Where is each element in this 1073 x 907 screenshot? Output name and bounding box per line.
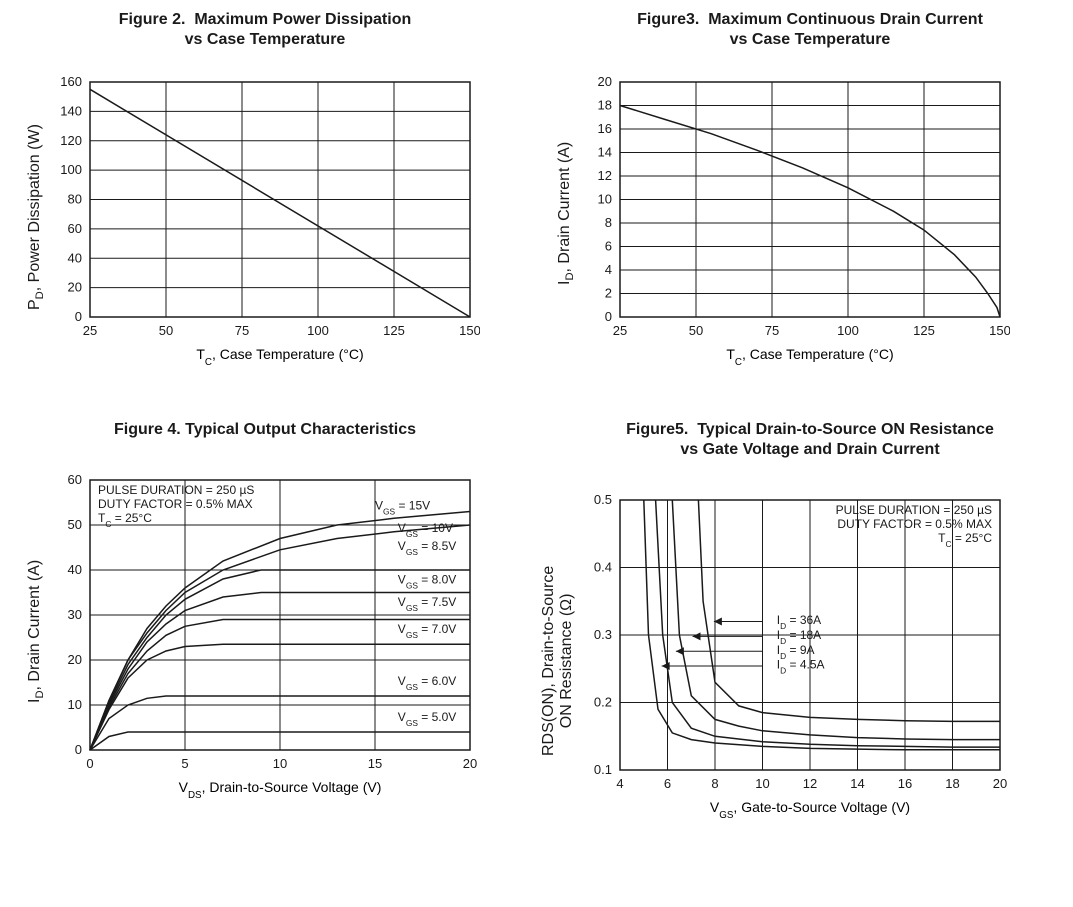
page: { "colors":{"fg":"#1a1a1a","bg":"#ffffff… bbox=[0, 0, 1073, 907]
svg-text:80: 80 bbox=[68, 192, 82, 207]
svg-text:8: 8 bbox=[605, 215, 612, 230]
figure-3: Figure3. Maximum Continuous Drain Curren… bbox=[560, 10, 1060, 367]
svg-text:100: 100 bbox=[307, 323, 329, 338]
fig5-plot: RDS(ON), Drain-to-SourceON Resistance (Ω… bbox=[560, 488, 1060, 820]
svg-text:DUTY FACTOR = 0.5% MAX: DUTY FACTOR = 0.5% MAX bbox=[837, 517, 992, 531]
svg-text:150: 150 bbox=[989, 323, 1010, 338]
svg-text:12: 12 bbox=[803, 776, 817, 791]
svg-text:100: 100 bbox=[60, 162, 82, 177]
svg-text:18: 18 bbox=[945, 776, 959, 791]
svg-text:50: 50 bbox=[689, 323, 703, 338]
figure-4: Figure 4. Typical Output Characteristics… bbox=[30, 420, 500, 800]
svg-text:20: 20 bbox=[68, 652, 82, 667]
svg-text:0: 0 bbox=[605, 309, 612, 324]
svg-text:0.4: 0.4 bbox=[594, 560, 612, 575]
figure-2: Figure 2. Maximum Power Dissipation vs C… bbox=[30, 10, 500, 367]
fig3-title: Figure3. Maximum Continuous Drain Curren… bbox=[560, 10, 1060, 50]
svg-text:2: 2 bbox=[605, 286, 612, 301]
svg-text:PULSE DURATION = 250 µS: PULSE DURATION = 250 µS bbox=[98, 483, 254, 497]
fig4-plot: ID, Drain Current (A)0510152001020304050… bbox=[30, 468, 500, 800]
svg-text:0: 0 bbox=[75, 309, 82, 324]
svg-text:VGS = 6.0V: VGS = 6.0V bbox=[398, 674, 457, 692]
svg-text:20: 20 bbox=[598, 74, 612, 89]
svg-text:125: 125 bbox=[913, 323, 935, 338]
svg-text:TC, Case Temperature (°C): TC, Case Temperature (°C) bbox=[196, 346, 363, 367]
svg-text:TC = 25°C: TC = 25°C bbox=[98, 511, 152, 529]
svg-text:40: 40 bbox=[68, 250, 82, 265]
svg-text:0: 0 bbox=[86, 756, 93, 771]
svg-text:18: 18 bbox=[598, 98, 612, 113]
svg-text:160: 160 bbox=[60, 74, 82, 89]
svg-text:20: 20 bbox=[463, 756, 477, 771]
svg-text:100: 100 bbox=[837, 323, 859, 338]
svg-text:75: 75 bbox=[235, 323, 249, 338]
svg-text:150: 150 bbox=[459, 323, 480, 338]
svg-text:DUTY FACTOR = 0.5% MAX: DUTY FACTOR = 0.5% MAX bbox=[98, 497, 253, 511]
svg-text:15: 15 bbox=[368, 756, 382, 771]
svg-text:TC, Case Temperature (°C): TC, Case Temperature (°C) bbox=[726, 346, 893, 367]
svg-text:0.2: 0.2 bbox=[594, 695, 612, 710]
svg-text:50: 50 bbox=[159, 323, 173, 338]
svg-text:VGS = 15V: VGS = 15V bbox=[375, 498, 430, 516]
svg-text:30: 30 bbox=[68, 607, 82, 622]
fig4-ylabel: ID, Drain Current (A) bbox=[26, 560, 46, 703]
svg-text:6: 6 bbox=[664, 776, 671, 791]
svg-text:0: 0 bbox=[75, 742, 82, 757]
svg-text:60: 60 bbox=[68, 221, 82, 236]
svg-text:VGS = 7.5V: VGS = 7.5V bbox=[398, 595, 457, 613]
svg-text:40: 40 bbox=[68, 562, 82, 577]
svg-text:125: 125 bbox=[383, 323, 405, 338]
svg-text:10: 10 bbox=[68, 697, 82, 712]
svg-text:TC = 25°C: TC = 25°C bbox=[938, 531, 992, 549]
svg-text:10: 10 bbox=[755, 776, 769, 791]
figure-5: Figure5. Typical Drain-to-Source ON Resi… bbox=[560, 420, 1060, 820]
svg-text:0.1: 0.1 bbox=[594, 762, 612, 777]
svg-text:14: 14 bbox=[850, 776, 864, 791]
fig5-title: Figure5. Typical Drain-to-Source ON Resi… bbox=[560, 420, 1060, 460]
svg-text:8: 8 bbox=[711, 776, 718, 791]
fig2-plot: PD, Power Dissipation (W)255075100125150… bbox=[30, 70, 500, 367]
svg-text:10: 10 bbox=[598, 192, 612, 207]
svg-text:25: 25 bbox=[613, 323, 627, 338]
svg-text:10: 10 bbox=[273, 756, 287, 771]
svg-text:VGS, Gate-to-Source Voltage (V: VGS, Gate-to-Source Voltage (V) bbox=[710, 799, 910, 820]
svg-text:VDS, Drain-to-Source Voltage (: VDS, Drain-to-Source Voltage (V) bbox=[179, 779, 382, 800]
svg-text:20: 20 bbox=[993, 776, 1007, 791]
svg-text:25: 25 bbox=[83, 323, 97, 338]
svg-text:4: 4 bbox=[616, 776, 623, 791]
svg-text:PULSE DURATION = 250 µS: PULSE DURATION = 250 µS bbox=[836, 503, 992, 517]
svg-text:75: 75 bbox=[765, 323, 779, 338]
svg-text:20: 20 bbox=[68, 280, 82, 295]
svg-text:0.5: 0.5 bbox=[594, 492, 612, 507]
svg-text:VGS = 8.5V: VGS = 8.5V bbox=[398, 539, 457, 557]
fig2-ylabel: PD, Power Dissipation (W) bbox=[26, 124, 46, 310]
svg-text:0.3: 0.3 bbox=[594, 627, 612, 642]
svg-text:VGS = 8.0V: VGS = 8.0V bbox=[398, 573, 457, 591]
svg-text:60: 60 bbox=[68, 472, 82, 487]
svg-text:16: 16 bbox=[598, 121, 612, 136]
svg-text:16: 16 bbox=[898, 776, 912, 791]
svg-text:50: 50 bbox=[68, 517, 82, 532]
fig4-title: Figure 4. Typical Output Characteristics bbox=[30, 420, 500, 440]
fig5-ylabel: RDS(ON), Drain-to-SourceON Resistance (Ω… bbox=[540, 566, 576, 756]
fig3-plot: ID, Drain Current (A)2550751001251500246… bbox=[560, 70, 1060, 367]
svg-text:120: 120 bbox=[60, 133, 82, 148]
svg-text:VGS = 7.0V: VGS = 7.0V bbox=[398, 622, 457, 640]
svg-text:12: 12 bbox=[598, 168, 612, 183]
svg-text:VGS = 5.0V: VGS = 5.0V bbox=[398, 710, 457, 728]
svg-text:140: 140 bbox=[60, 103, 82, 118]
svg-text:14: 14 bbox=[598, 145, 612, 160]
svg-text:5: 5 bbox=[181, 756, 188, 771]
svg-text:VGS = 10V: VGS = 10V bbox=[398, 521, 453, 539]
svg-text:4: 4 bbox=[605, 262, 612, 277]
svg-text:6: 6 bbox=[605, 239, 612, 254]
fig2-title: Figure 2. Maximum Power Dissipation vs C… bbox=[30, 10, 500, 50]
fig3-ylabel: ID, Drain Current (A) bbox=[556, 142, 576, 285]
